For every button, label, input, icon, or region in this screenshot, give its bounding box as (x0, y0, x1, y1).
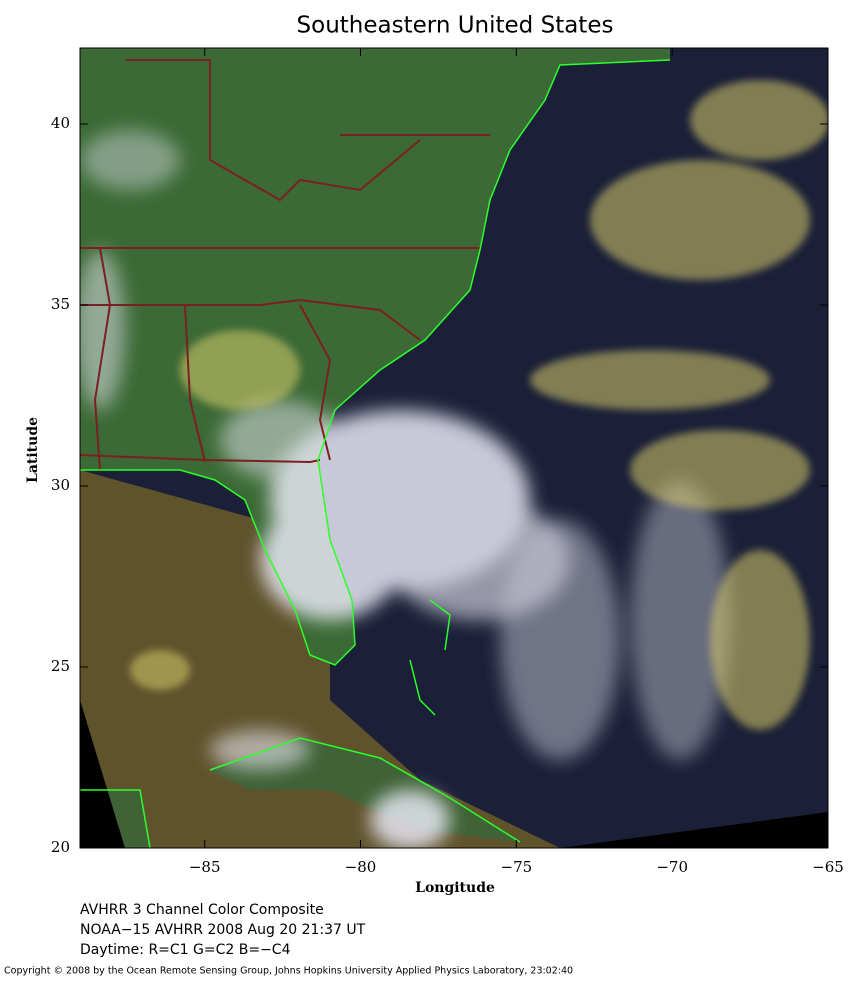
x-axis-label: Longitude (415, 880, 495, 896)
x-tick-label: −65 (812, 858, 844, 876)
y-tick-label: 30 (51, 476, 70, 494)
caption-line: NOAA−15 AVHRR 2008 Aug 20 21:37 UT (80, 922, 366, 938)
map-title: Southeastern United States (297, 13, 614, 39)
caption-line: AVHRR 3 Channel Color Composite (80, 902, 324, 918)
x-tick-label: −70 (656, 858, 688, 876)
x-tick-label: −85 (189, 858, 221, 876)
caption-line: Daytime: R=C1 G=C2 B=−C4 (80, 942, 291, 958)
y-tick-label: 20 (51, 838, 70, 856)
satellite-image (80, 48, 828, 848)
x-tick-label: −80 (345, 858, 377, 876)
y-tick-label: 35 (51, 295, 70, 313)
plot-frame (79, 47, 829, 849)
y-tick-label: 40 (51, 114, 70, 132)
x-tick-label: −75 (501, 858, 533, 876)
y-tick-label: 25 (51, 657, 70, 675)
y-axis-label: Latitude (25, 417, 41, 483)
copyright: Copyright © 2008 by the Ocean Remote Sen… (4, 966, 573, 977)
